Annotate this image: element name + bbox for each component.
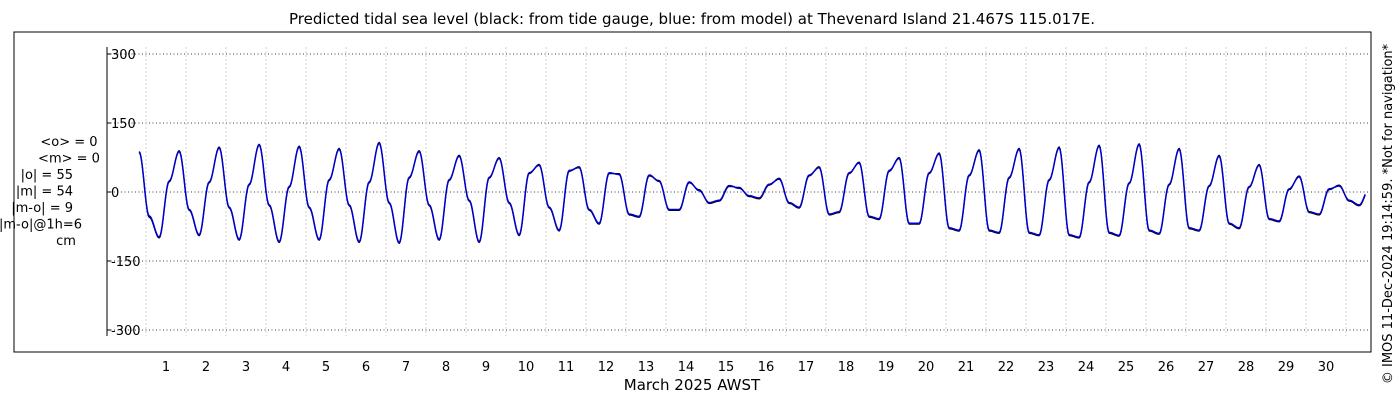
stats-line: |m| = 54 bbox=[16, 185, 73, 200]
x-tick-label: 7 bbox=[402, 360, 410, 375]
y-tick-label: -150 bbox=[111, 255, 141, 270]
x-axis-label: March 2025 AWST bbox=[624, 376, 761, 394]
x-tick-label: 13 bbox=[638, 360, 655, 375]
x-tick-label: 29 bbox=[1278, 360, 1295, 375]
x-tick-label: 3 bbox=[242, 360, 250, 375]
x-tick-label: 19 bbox=[878, 360, 895, 375]
x-tick-label: 11 bbox=[558, 360, 575, 375]
copyright-note: © IMOS 11-Dec-2024 19:14:59. *Not for na… bbox=[1381, 43, 1396, 384]
chart-title: Predicted tidal sea level (black: from t… bbox=[289, 10, 1095, 28]
x-tick-label: 12 bbox=[598, 360, 615, 375]
x-tick-label: 16 bbox=[758, 360, 775, 375]
x-tick-label: 30 bbox=[1318, 360, 1335, 375]
stats-line: |m-o|@1h=6 bbox=[0, 218, 82, 233]
x-tick-label: 20 bbox=[918, 360, 935, 375]
stats-line: cm bbox=[56, 234, 76, 249]
x-tick-label: 24 bbox=[1078, 360, 1095, 375]
x-tick-label: 21 bbox=[958, 360, 975, 375]
axis-layer bbox=[106, 47, 111, 336]
x-tick-label: 14 bbox=[678, 360, 695, 375]
x-tick-label: 26 bbox=[1158, 360, 1175, 375]
y-tick-label: 0 bbox=[111, 186, 119, 201]
y-tick-label: 150 bbox=[111, 117, 136, 132]
x-tick-label: 10 bbox=[518, 360, 535, 375]
x-tick-label: 6 bbox=[362, 360, 370, 375]
x-tick-label: 8 bbox=[442, 360, 450, 375]
stats-line: |o| = 55 bbox=[21, 168, 73, 183]
x-tick-label: 28 bbox=[1238, 360, 1255, 375]
stats-line: |m-o| = 9 bbox=[11, 201, 73, 216]
x-tick-label: 9 bbox=[482, 360, 490, 375]
x-tick-label: 18 bbox=[838, 360, 855, 375]
y-tick-labels: 300 150 0 -150 -300 bbox=[111, 48, 141, 339]
x-tick-label: 5 bbox=[322, 360, 330, 375]
series-layer bbox=[138, 141, 1366, 245]
x-tick-label: 27 bbox=[1198, 360, 1215, 375]
x-tick-label: 2 bbox=[202, 360, 210, 375]
x-tick-label: 23 bbox=[1038, 360, 1055, 375]
x-tick-label: 22 bbox=[998, 360, 1015, 375]
x-tick-label: 1 bbox=[162, 360, 170, 375]
x-tick-label: 15 bbox=[718, 360, 735, 375]
x-tick-label: 25 bbox=[1118, 360, 1135, 375]
stats-panel: <o> = 0 <m> = 0|o| = 55 |m| = 54|m-o| = 9 |… bbox=[0, 135, 100, 249]
y-tick-label: -300 bbox=[111, 324, 141, 339]
y-tick-label: 300 bbox=[111, 48, 136, 63]
x-tick-labels: 1 2 3 4 5 6 7 8 9 10 11 12 13 14 15 16 17 18 19 20 21 22 23 24 2… bbox=[162, 360, 1334, 375]
x-tick-label: 17 bbox=[798, 360, 815, 375]
stats-line: <o> = 0 bbox=[40, 135, 97, 150]
stats-line: <m> = 0 bbox=[38, 152, 100, 167]
x-tick-label: 4 bbox=[282, 360, 290, 375]
series-line-model bbox=[138, 142, 1366, 244]
